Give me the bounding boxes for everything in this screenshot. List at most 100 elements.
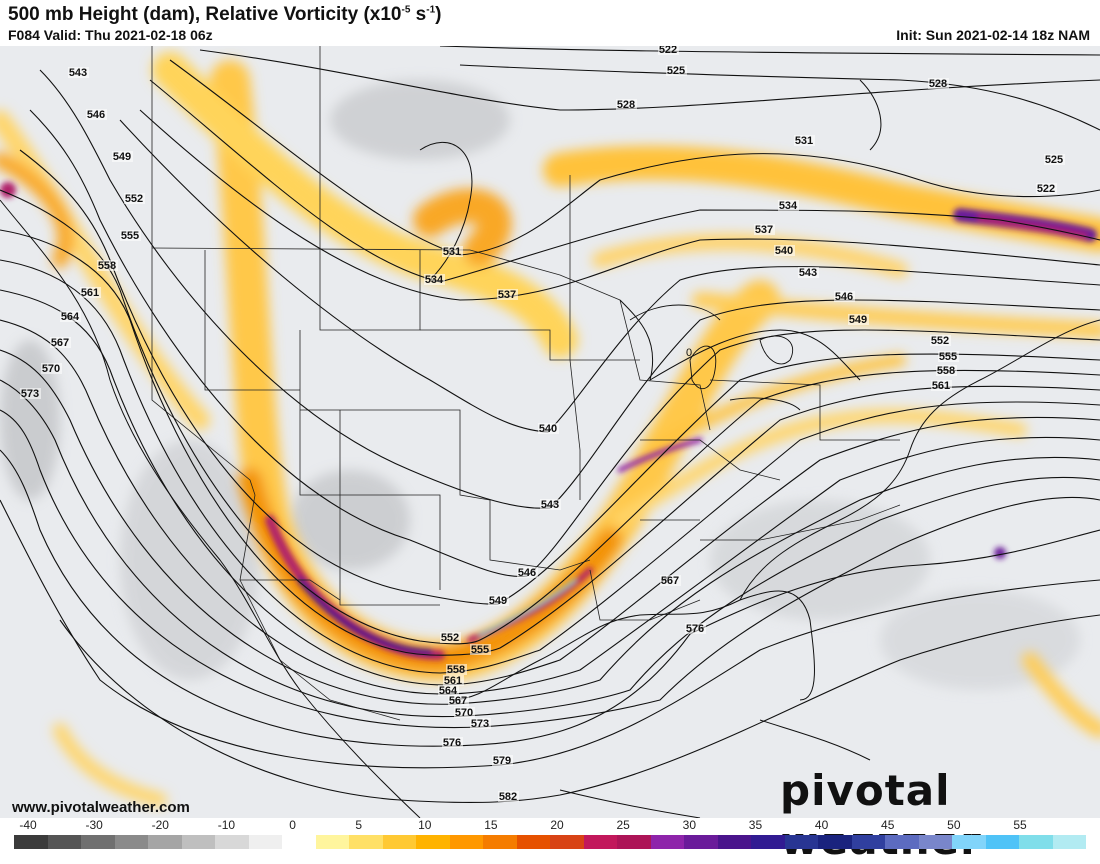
colorbar-swatch [215, 835, 249, 849]
colorbar-tick-label: 55 [1013, 818, 1027, 832]
pivotal-weather-logo: pivotal weather [780, 766, 981, 864]
colorbar-swatch [282, 835, 316, 849]
colorbar-tick-label: -30 [85, 818, 103, 832]
contour-label-bg [443, 675, 464, 686]
contour-label-bg [497, 289, 518, 300]
contour-label: 534 [779, 200, 798, 212]
contour-label-bg [498, 791, 519, 802]
colorbar-tick-label: 0 [289, 818, 296, 832]
contour-label-bg [1044, 154, 1065, 165]
contour-label: 564 [61, 311, 80, 323]
contour-label: 522 [659, 46, 677, 56]
contour-label: 549 [489, 595, 507, 607]
colorbar-swatch [81, 835, 115, 849]
contour-label-bg [517, 567, 538, 578]
contour-label: 576 [443, 737, 461, 749]
contour-label: 570 [455, 707, 473, 719]
colorbar-swatch [315, 835, 349, 849]
colorbar-swatch [851, 835, 885, 849]
colorbar-tick-label: 10 [418, 818, 432, 832]
contour-label-bg [660, 575, 681, 586]
contour-label-bg [658, 46, 679, 55]
colorbar-swatch [784, 835, 818, 849]
height-contours [0, 46, 1100, 804]
contour-label-bg [68, 67, 89, 78]
contour-label: 555 [471, 644, 489, 656]
colorbar-swatch [248, 835, 282, 849]
contour-label-bg [794, 135, 815, 146]
contour-labels: 5225225255255285285315315345345375375405… [20, 46, 1065, 803]
contour-label-bg [120, 230, 141, 241]
contour-label: 543 [541, 499, 559, 511]
contour-label-bg [778, 200, 799, 211]
contour-label: 561 [932, 380, 950, 392]
weather-map[interactable]: 0 522 522 525 525 528 528 531 531 534 534 537 537 54… [0, 46, 1100, 818]
colorbar-tick-label: 45 [881, 818, 895, 832]
colorbar-swatch [650, 835, 684, 849]
contour-label: 534 [425, 274, 444, 286]
contour-label: 540 [775, 245, 793, 257]
contour-label-bg [834, 291, 855, 302]
contour-label-bg [936, 365, 957, 376]
contour-label: 558 [98, 260, 116, 272]
contour-label: 531 [795, 135, 813, 147]
colorbar-swatch [382, 835, 416, 849]
map-canvas: 0 52252252552552852853153153453453753754… [0, 46, 1100, 818]
contour-label: 525 [1045, 154, 1063, 166]
contour-label: 555 [121, 230, 139, 242]
contour-label-bg [798, 267, 819, 278]
contour-label-bg [685, 623, 706, 634]
contour-label-bg [438, 685, 459, 696]
coastlines [0, 79, 1100, 818]
contour-label-bg [1036, 183, 1057, 194]
title-unit: s [410, 4, 427, 25]
colorbar-swatch [717, 835, 751, 849]
colorbar-swatch [684, 835, 718, 849]
colorbar-swatch [952, 835, 986, 849]
colorbar-tick-label: 50 [947, 818, 961, 832]
contour-label: 546 [835, 291, 853, 303]
contour-label-bg [616, 99, 637, 110]
contour-label: 552 [125, 193, 143, 205]
contour-label-bg [448, 695, 469, 706]
contour-label: 528 [929, 78, 947, 90]
contour-label: 561 [444, 675, 462, 687]
contour-label-bg [20, 388, 41, 399]
contour-label-bg [540, 499, 561, 510]
colorbar-swatch [1019, 835, 1053, 849]
init-time: Init: Sun 2021-02-14 18z NAM [896, 27, 1090, 43]
map-title: 500 mb Height (dam), Relative Vorticity … [8, 4, 442, 26]
title-text: 500 mb Height (dam), Relative Vorticity … [8, 4, 402, 25]
colorbar-tick-label: -20 [151, 818, 169, 832]
contour-label: 540 [539, 423, 557, 435]
colorbar-tick-label: 40 [814, 818, 829, 832]
lakes [629, 304, 801, 411]
contour-label: 564 [439, 685, 458, 697]
contour-label: 558 [937, 365, 955, 377]
colorbar-swatch [1052, 835, 1086, 849]
colorbar-swatch [617, 835, 651, 849]
contour-label-bg [488, 595, 509, 606]
colorbar-tick-label: 30 [682, 818, 697, 832]
contour-label-bg [50, 337, 71, 348]
contour-label: 555 [939, 351, 957, 363]
contour-label-bg [124, 193, 145, 204]
colorbar-tick-label: 20 [550, 818, 564, 832]
contour-label: 525 [667, 65, 685, 77]
contour-label: 573 [471, 718, 489, 730]
colorbar-swatch [885, 835, 919, 849]
contour-label: 552 [931, 335, 949, 347]
colorbar-swatch [148, 835, 182, 849]
contour-label-bg [774, 245, 795, 256]
contour-label: 522 [1037, 183, 1055, 195]
contour-label-bg [470, 718, 491, 729]
contour-label: 549 [113, 151, 131, 163]
contour-label: 582 [499, 791, 517, 803]
vorticity-colorbar [14, 835, 1086, 849]
contour-label-bg [470, 644, 491, 655]
title-unit-exponent: -1 [426, 4, 436, 16]
contour-label-bg [931, 380, 952, 391]
contour-label: 567 [51, 337, 69, 349]
website-link[interactable]: www.pivotalweather.com [12, 799, 190, 816]
contour-label: 579 [493, 755, 511, 767]
